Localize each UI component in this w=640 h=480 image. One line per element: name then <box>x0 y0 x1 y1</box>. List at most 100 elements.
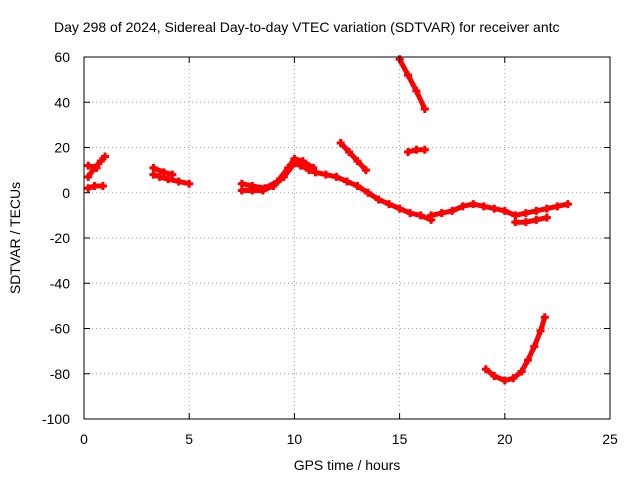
data-point <box>298 157 307 166</box>
data-point <box>284 163 293 172</box>
grid-lines <box>84 57 610 419</box>
data-point <box>149 170 158 179</box>
data-point <box>509 374 518 383</box>
data-point <box>412 145 421 154</box>
data-point <box>290 154 299 163</box>
data-point <box>458 202 467 211</box>
data-point <box>258 186 267 195</box>
data-series <box>84 55 572 385</box>
data-point <box>521 218 530 227</box>
data-point <box>174 177 183 186</box>
data-point <box>542 204 551 213</box>
data-point <box>159 168 168 177</box>
x-tick-label: 20 <box>497 431 513 447</box>
data-point <box>168 170 177 179</box>
data-point <box>353 157 362 166</box>
data-point <box>437 209 446 218</box>
plot-frame <box>83 56 611 420</box>
data-point <box>164 175 173 184</box>
data-point <box>427 215 436 224</box>
data-point <box>517 367 526 376</box>
data-point <box>305 166 314 175</box>
data-point <box>540 313 549 322</box>
data-point <box>500 376 509 385</box>
data-point <box>296 161 305 170</box>
data-point <box>427 211 436 220</box>
data-point <box>521 209 530 218</box>
axis-ticks: 0 5 10 15 20 25 -100 -80 -60 -40 -20 0 20 40 60 <box>42 49 618 447</box>
data-point <box>532 206 541 215</box>
x-tick-label: 0 <box>80 431 88 447</box>
data-point <box>532 215 541 224</box>
x-tick-label: 5 <box>185 431 193 447</box>
data-point <box>98 181 107 190</box>
data-point <box>395 204 404 213</box>
data-point <box>90 181 99 190</box>
x-tick-label: 25 <box>602 431 618 447</box>
data-point <box>530 342 539 351</box>
data-point <box>248 181 257 190</box>
data-point <box>84 161 93 170</box>
data-point <box>353 181 362 190</box>
data-point <box>406 209 415 218</box>
data-point <box>479 202 488 211</box>
y-tick-label: 20 <box>54 140 70 156</box>
data-point <box>563 200 572 209</box>
x-axis-label: GPS time / hours <box>294 457 401 473</box>
x-tick-label: 15 <box>392 431 408 447</box>
data-point <box>332 172 341 181</box>
data-point <box>96 157 105 166</box>
data-point <box>536 326 545 335</box>
data-point <box>420 145 429 154</box>
data-point <box>523 356 532 365</box>
data-point <box>364 188 373 197</box>
series-seg-c <box>239 160 434 223</box>
data-point <box>101 152 110 161</box>
data-point <box>361 166 370 175</box>
x-tick-label: 10 <box>287 431 303 447</box>
data-point <box>273 177 282 186</box>
y-tick-label: -100 <box>42 411 70 427</box>
data-point <box>84 172 93 181</box>
data-point <box>309 163 318 172</box>
data-point <box>84 184 93 193</box>
data-point <box>290 159 299 168</box>
y-tick-label: 0 <box>62 185 70 201</box>
y-tick-label: -20 <box>50 230 70 246</box>
data-point <box>149 163 158 172</box>
data-point <box>155 172 164 181</box>
y-axis-label: SDTVAR / TECUs <box>7 182 23 294</box>
data-point <box>404 148 413 157</box>
y-tick-label: -80 <box>50 366 70 382</box>
data-point <box>469 200 478 209</box>
data-point <box>511 218 520 227</box>
y-tick-label: 60 <box>54 49 70 65</box>
data-point <box>448 206 457 215</box>
data-point <box>412 86 421 95</box>
data-point <box>336 138 345 147</box>
y-tick-label: 40 <box>54 94 70 110</box>
data-point <box>490 204 499 213</box>
data-point <box>248 186 257 195</box>
series-seg-h <box>483 314 548 383</box>
y-tick-label: -40 <box>50 275 70 291</box>
y-tick-label: -60 <box>50 321 70 337</box>
chart-title: Day 298 of 2024, Sidereal Day-to-day VTE… <box>54 19 560 35</box>
data-point <box>92 163 101 172</box>
data-point <box>542 213 551 222</box>
data-point <box>345 148 354 157</box>
data-point <box>311 168 320 177</box>
data-point <box>416 211 425 220</box>
series-seg-f <box>397 56 428 112</box>
data-point <box>511 211 520 220</box>
data-point <box>404 71 413 80</box>
data-point <box>260 184 269 193</box>
data-point <box>185 179 194 188</box>
series-seg-d2 <box>512 215 550 225</box>
data-point <box>237 186 246 195</box>
data-point <box>553 202 562 211</box>
data-point <box>420 105 429 114</box>
data-point <box>500 206 509 215</box>
data-point <box>374 195 383 204</box>
